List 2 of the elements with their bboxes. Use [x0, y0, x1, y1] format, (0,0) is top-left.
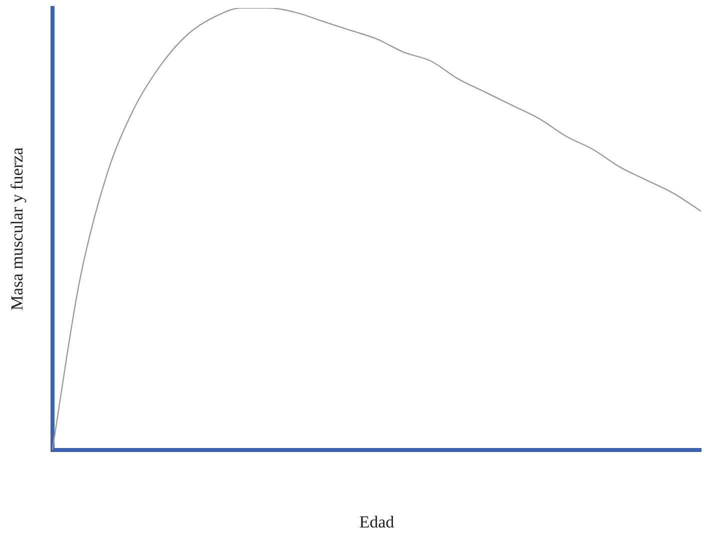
y-axis-title: Masa muscular y fuerza — [8, 147, 27, 310]
x-axis-title: Edad — [359, 512, 395, 532]
